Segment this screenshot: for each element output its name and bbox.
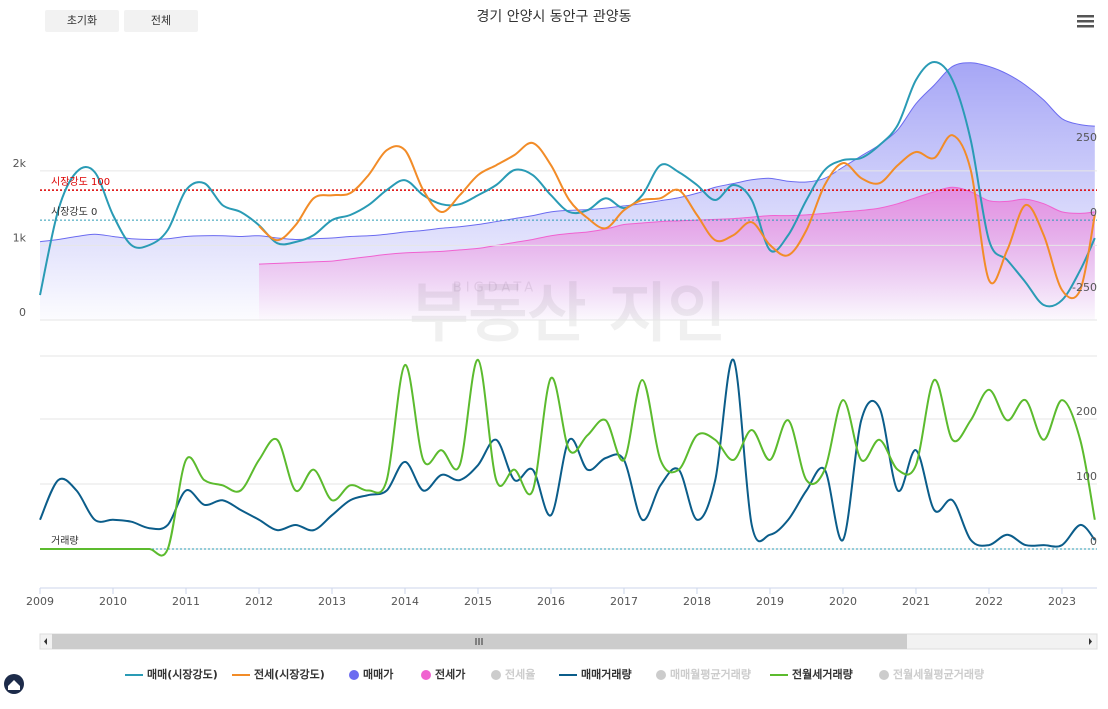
x-tick-label: 2022 bbox=[975, 595, 1003, 608]
chart-title: 경기 안양시 동안구 관양동 bbox=[476, 9, 631, 25]
y-tick-label: 100 bbox=[1076, 470, 1097, 483]
reset-button[interactable] bbox=[45, 10, 119, 32]
x-tick-label: 2011 bbox=[172, 595, 200, 608]
logo bbox=[4, 674, 24, 694]
all-button[interactable] bbox=[124, 10, 198, 32]
legend-label: 전세율 bbox=[505, 667, 535, 681]
x-tick-label: 2019 bbox=[756, 595, 784, 608]
line-layer bbox=[39, 60, 1096, 308]
logo-house bbox=[8, 680, 20, 690]
legend-label: 매매(시장강도) bbox=[147, 667, 218, 681]
reset-button-label[interactable]: 초기화 bbox=[67, 14, 97, 27]
x-tick-label: 2017 bbox=[610, 595, 638, 608]
series-line bbox=[258, 134, 1096, 300]
legend-label: 전세(시장강도) bbox=[254, 667, 325, 681]
menu-bar[interactable] bbox=[1077, 15, 1094, 18]
y2-tick-label: 250 bbox=[1076, 131, 1097, 144]
x-tick-label: 2014 bbox=[391, 595, 419, 608]
series-line bbox=[39, 60, 1096, 308]
y2-tick-label: 0 bbox=[1090, 206, 1097, 219]
y-tick-label: 0 bbox=[1090, 535, 1097, 548]
series-line bbox=[40, 358, 1096, 557]
menu-bar[interactable] bbox=[1077, 20, 1094, 23]
scroll-right[interactable] bbox=[1089, 638, 1092, 645]
x-tick-label: 2012 bbox=[245, 595, 273, 608]
line-layer bbox=[39, 358, 1096, 557]
y-tick-label: 1k bbox=[13, 231, 27, 244]
y-tick-label: 2k bbox=[13, 157, 27, 170]
price-area-edge bbox=[258, 186, 1095, 265]
legend-symbol bbox=[349, 670, 359, 680]
grid-layer bbox=[40, 418, 1097, 550]
x-tick-label: 2010 bbox=[99, 595, 127, 608]
x-tick-label: 2018 bbox=[683, 595, 711, 608]
scrollbar[interactable] bbox=[39, 633, 1098, 650]
legend-symbol bbox=[491, 670, 501, 680]
y-tick-label: 0 bbox=[19, 306, 26, 319]
x-tick-label: 2023 bbox=[1048, 595, 1076, 608]
x-tick-label: 2009 bbox=[26, 595, 54, 608]
legend-label: 전세가 bbox=[435, 667, 465, 681]
legend-symbol bbox=[421, 670, 431, 680]
grid-layer bbox=[40, 170, 1097, 321]
menu-bar[interactable] bbox=[1077, 25, 1094, 28]
scroll-left[interactable] bbox=[44, 638, 47, 645]
menu-button[interactable] bbox=[1077, 15, 1094, 28]
legend-symbol bbox=[879, 670, 889, 680]
area-layer: 부동산 지인 bbox=[39, 62, 1095, 352]
legend-label: 매매월평균거래량 bbox=[670, 667, 751, 681]
x-tick-label: 2021 bbox=[902, 595, 930, 608]
legend-label: 전월세거래량 bbox=[792, 667, 853, 681]
y2-tick-label: -250 bbox=[1072, 281, 1097, 294]
x-tick-label: 2020 bbox=[829, 595, 857, 608]
legend-label: 매매거래량 bbox=[581, 667, 632, 681]
y-tick-label: 200 bbox=[1076, 405, 1097, 418]
reference-label: 거래량 bbox=[51, 535, 79, 547]
x-tick-label: 2013 bbox=[318, 595, 346, 608]
x-tick-label: 2015 bbox=[464, 595, 492, 608]
legend-label: 매매가 bbox=[363, 667, 393, 681]
legend-label: 전월세월평균거래량 bbox=[893, 667, 984, 681]
price-area-edge bbox=[39, 62, 1095, 243]
watermark-large: 부동산 지인 bbox=[410, 278, 727, 352]
reference-label: 시장강도 100 bbox=[51, 176, 110, 188]
x-tick-label: 2016 bbox=[537, 595, 565, 608]
series-line bbox=[39, 358, 1096, 548]
scrollbar-grip[interactable] bbox=[475, 638, 483, 645]
reference-label: 시장강도 0 bbox=[51, 206, 97, 218]
legend-symbol bbox=[656, 670, 666, 680]
all-button-label[interactable]: 전체 bbox=[151, 14, 171, 27]
